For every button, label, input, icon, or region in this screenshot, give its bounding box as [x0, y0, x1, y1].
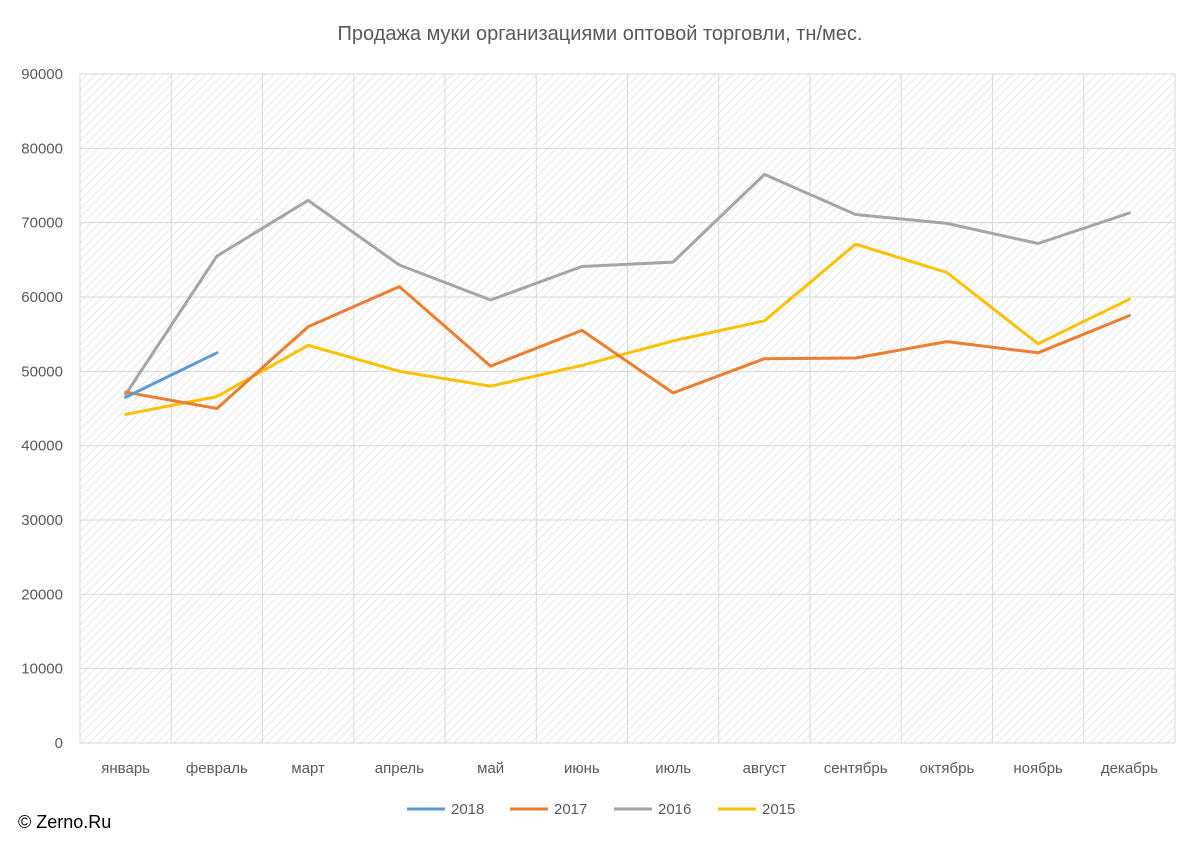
x-tick-label: январь	[101, 760, 150, 777]
series-line-2016	[124, 172, 1131, 396]
y-tick-label: 40000	[21, 438, 63, 455]
y-tick-label: 60000	[21, 289, 63, 306]
series-line-2017	[124, 285, 1131, 410]
x-tick-label: август	[743, 760, 787, 777]
y-tick-label: 10000	[21, 661, 63, 678]
legend-label-2018: 2018	[451, 801, 484, 818]
x-tick-label: сентябрь	[824, 760, 888, 777]
y-tick-label: 20000	[21, 586, 63, 603]
x-tick-label: февраль	[186, 760, 248, 777]
legend-label-2016: 2016	[658, 801, 691, 818]
series-lines	[124, 172, 1131, 416]
x-tick-label: октябрь	[919, 760, 974, 777]
x-tick-label: июль	[655, 760, 691, 777]
y-tick-label: 90000	[21, 66, 63, 83]
x-tick-label: март	[291, 760, 325, 777]
x-tick-label: апрель	[375, 760, 424, 777]
series-line-2015	[124, 242, 1131, 416]
x-tick-label: май	[477, 760, 504, 777]
x-tick-label: декабрь	[1101, 760, 1158, 777]
chart-title: Продажа муки организациями оптовой торго…	[338, 23, 863, 45]
series-line-2018	[124, 351, 219, 399]
y-tick-label: 70000	[21, 215, 63, 232]
legend-label-2017: 2017	[554, 801, 587, 818]
y-tick-label: 80000	[21, 140, 63, 157]
y-tick-label: 50000	[21, 363, 63, 380]
legend-label-2015: 2015	[762, 801, 795, 818]
y-tick-label: 30000	[21, 512, 63, 529]
legend: 2018 2017 2016 2015	[407, 801, 795, 818]
x-tick-label: июнь	[564, 760, 600, 777]
y-axis: 0 10000 20000 30000 40000 50000 60000 70000 8000…	[21, 66, 63, 752]
copyright-watermark: © Zerno.Ru	[18, 812, 112, 832]
y-tick-label: 0	[55, 735, 63, 752]
x-axis: январь февраль март апрель май июнь июль август…	[101, 760, 1158, 777]
gridlines	[79, 73, 1176, 744]
x-tick-label: ноябрь	[1013, 760, 1063, 777]
